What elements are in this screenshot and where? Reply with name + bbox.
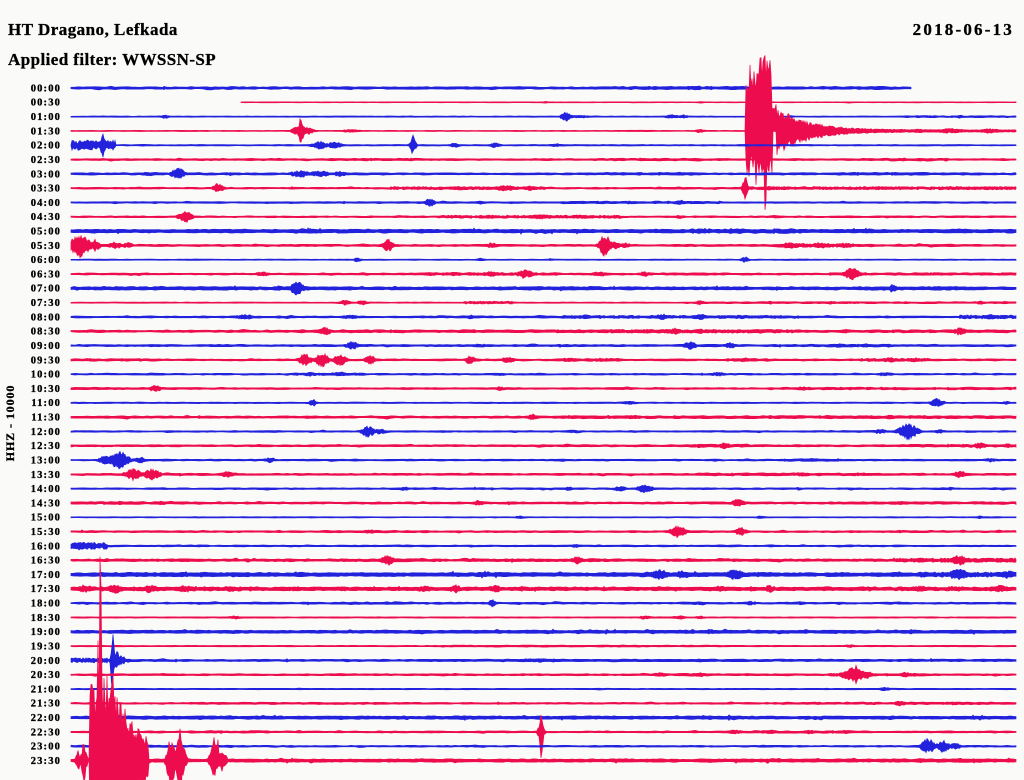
svg-text:Applied filter: WWSSN-SP: Applied filter: WWSSN-SP	[8, 50, 216, 69]
svg-text:23:30: 23:30	[31, 756, 61, 767]
svg-text:22:30: 22:30	[31, 727, 61, 738]
svg-text:15:30: 15:30	[31, 527, 61, 538]
svg-text:21:00: 21:00	[31, 684, 61, 695]
svg-text:14:00: 14:00	[31, 484, 61, 495]
svg-text:10:00: 10:00	[31, 370, 61, 381]
svg-text:05:00: 05:00	[31, 227, 61, 238]
svg-text:13:30: 13:30	[31, 470, 61, 481]
svg-text:15:00: 15:00	[31, 513, 61, 524]
svg-text:08:30: 08:30	[31, 327, 61, 338]
svg-text:19:00: 19:00	[31, 627, 61, 638]
svg-text:18:30: 18:30	[31, 613, 61, 624]
svg-text:13:00: 13:00	[31, 456, 61, 467]
svg-text:20:30: 20:30	[31, 670, 61, 681]
svg-text:04:00: 04:00	[31, 198, 61, 209]
svg-text:16:00: 16:00	[31, 541, 61, 552]
svg-text:14:30: 14:30	[31, 498, 61, 509]
svg-text:00:30: 00:30	[31, 98, 61, 109]
svg-text:11:00: 11:00	[31, 398, 61, 409]
svg-text:05:30: 05:30	[31, 241, 61, 252]
svg-text:07:30: 07:30	[31, 298, 61, 309]
svg-text:22:00: 22:00	[31, 713, 61, 724]
svg-text:11:30: 11:30	[31, 413, 61, 424]
svg-text:18:00: 18:00	[31, 599, 61, 610]
svg-text:10:30: 10:30	[31, 384, 61, 395]
svg-text:03:00: 03:00	[31, 169, 61, 180]
svg-text:2018-06-13: 2018-06-13	[913, 20, 1014, 39]
svg-text:07:00: 07:00	[31, 284, 61, 295]
svg-text:09:00: 09:00	[31, 341, 61, 352]
svg-text:HHZ - 10000: HHZ - 10000	[3, 385, 17, 462]
svg-text:23:00: 23:00	[31, 742, 61, 753]
svg-text:21:30: 21:30	[31, 699, 61, 710]
svg-text:12:00: 12:00	[31, 427, 61, 438]
svg-text:04:30: 04:30	[31, 212, 61, 223]
svg-text:08:00: 08:00	[31, 312, 61, 323]
svg-text:HT Dragano, Lefkada: HT Dragano, Lefkada	[8, 20, 178, 39]
svg-text:09:30: 09:30	[31, 355, 61, 366]
svg-text:12:30: 12:30	[31, 441, 61, 452]
svg-text:06:00: 06:00	[31, 255, 61, 266]
svg-text:01:00: 01:00	[31, 112, 61, 123]
svg-text:16:30: 16:30	[31, 556, 61, 567]
svg-text:17:00: 17:00	[31, 570, 61, 581]
svg-text:03:30: 03:30	[31, 184, 61, 195]
svg-text:01:30: 01:30	[31, 126, 61, 137]
svg-text:19:30: 19:30	[31, 642, 61, 653]
svg-text:02:30: 02:30	[31, 155, 61, 166]
svg-text:02:00: 02:00	[31, 141, 61, 152]
svg-text:17:30: 17:30	[31, 584, 61, 595]
svg-text:00:00: 00:00	[31, 83, 61, 94]
svg-text:20:00: 20:00	[31, 656, 61, 667]
svg-text:06:30: 06:30	[31, 269, 61, 280]
